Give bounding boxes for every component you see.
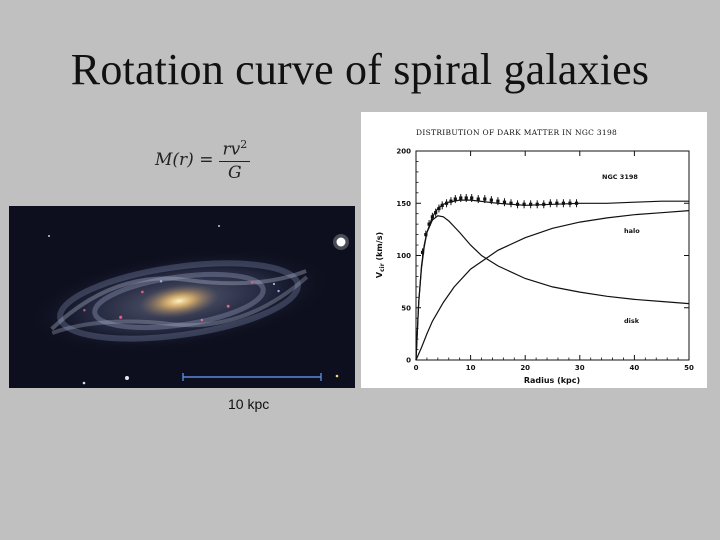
observed-point — [515, 200, 520, 209]
y-tick-label: 50 — [401, 304, 411, 312]
observed-point — [496, 197, 500, 206]
annotation-halo: halo — [624, 227, 640, 235]
mass-formula: M(r) = rv2 G — [155, 138, 251, 183]
y-tick-label: 0 — [406, 357, 411, 365]
observed-point — [440, 201, 444, 210]
observed-point — [459, 194, 463, 203]
formula-lhs: M(r) = — [155, 150, 214, 171]
x-tick-label: 10 — [466, 364, 476, 372]
disk-curve — [415, 215, 690, 361]
observed-point — [430, 212, 434, 221]
y-axis-label: Vcir (km/s) — [375, 232, 386, 278]
observed-point — [548, 199, 552, 208]
formula-numerator: rv2 — [219, 138, 251, 162]
y-tick-label: 200 — [396, 148, 411, 156]
observed-point — [464, 194, 468, 203]
observed-point — [509, 199, 513, 208]
observed-point — [522, 200, 526, 209]
observed-point — [449, 197, 453, 206]
slide-title: Rotation curve of spiral galaxies — [70, 45, 650, 94]
observed-point — [470, 194, 474, 203]
annotation-disk: disk — [624, 317, 640, 325]
x-tick-label: 40 — [630, 364, 640, 372]
observed-point — [574, 199, 579, 208]
x-tick-label: 30 — [575, 364, 585, 372]
annotation-galaxy: NGC 3198 — [602, 173, 638, 181]
observed-point — [444, 199, 449, 208]
observed-point — [434, 208, 438, 217]
galaxy-image — [9, 206, 355, 388]
observed-point — [489, 196, 493, 205]
x-tick-label: 20 — [520, 364, 530, 372]
x-tick-label: 0 — [414, 364, 419, 372]
observed-point — [437, 204, 441, 213]
observed-point — [476, 195, 480, 204]
observed-point — [453, 195, 457, 204]
x-axis-label: Radius (kpc) — [524, 376, 580, 385]
x-tick-label: 50 — [684, 364, 694, 372]
observed-point — [561, 199, 566, 208]
observed-point — [535, 200, 539, 209]
observed-point — [483, 195, 487, 204]
formula-fraction: rv2 G — [219, 138, 251, 183]
observed-point — [555, 199, 559, 208]
observed-point — [568, 199, 572, 208]
halo-curve — [415, 210, 690, 361]
formula-exponent: 2 — [240, 138, 248, 151]
observed-point — [529, 200, 533, 209]
observed-point — [427, 220, 431, 229]
rotation-curve-chart: DISTRIBUTION OF DARK MATTER IN NGC 3198 … — [361, 112, 707, 388]
y-tick-label: 100 — [396, 252, 411, 260]
observed-point — [502, 198, 507, 207]
observed-point — [542, 200, 546, 209]
observed-point — [420, 248, 425, 257]
total-curve — [415, 199, 689, 361]
y-tick-label: 150 — [396, 200, 411, 208]
formula-denominator: G — [228, 162, 242, 183]
plot-area — [415, 150, 690, 361]
y-axis-label-sub: cir — [379, 263, 386, 272]
scale-bar-label: 10 kpc — [228, 396, 270, 412]
observed-point — [424, 230, 428, 239]
chart-title: DISTRIBUTION OF DARK MATTER IN NGC 3198 — [416, 128, 617, 137]
